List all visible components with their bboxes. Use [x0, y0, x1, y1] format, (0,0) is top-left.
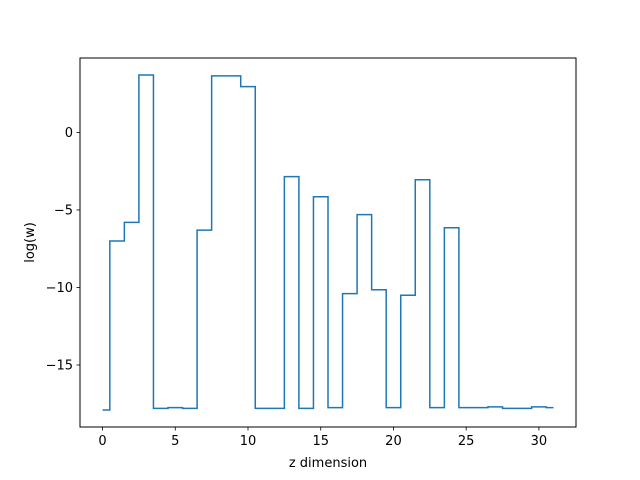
x-tick-label: 20	[385, 434, 402, 449]
y-tick-label: −5	[54, 203, 73, 218]
y-tick-label: −15	[46, 358, 73, 373]
y-tick-label: 0	[65, 126, 73, 141]
x-tick-label: 15	[312, 434, 329, 449]
x-tick-label: 0	[98, 434, 106, 449]
plot-area	[102, 74, 554, 411]
x-tick-label: 5	[171, 434, 179, 449]
y-axis-label: log(w)	[23, 222, 38, 263]
series-line-1	[102, 74, 554, 411]
x-tick-label: 25	[458, 434, 475, 449]
x-tick-label: 30	[531, 434, 548, 449]
axes-frame	[79, 57, 577, 428]
y-tick-label: −10	[46, 281, 73, 296]
x-axis: 0 5 10 15 20 25 30	[98, 427, 547, 449]
x-tick-label: 10	[240, 434, 257, 449]
x-axis-label: z dimension	[289, 456, 367, 471]
y-axis: −15 −10 −5 0	[46, 126, 80, 373]
